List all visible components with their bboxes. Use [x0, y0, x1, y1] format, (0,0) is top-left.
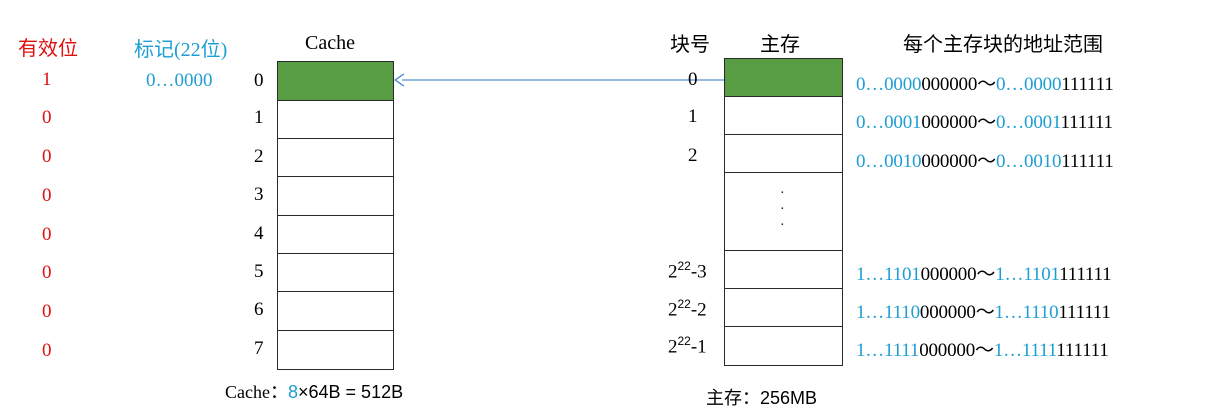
address-range-high-3: 1…1101000000～1…1101111111	[856, 259, 1111, 286]
address-range-high-2: 1…1110000000～1…1110111111	[856, 297, 1111, 324]
memory-block-high-2	[724, 288, 843, 327]
memory-block-2	[724, 134, 843, 173]
address-range-0: 0…0000000000～0…0000111111	[856, 69, 1114, 96]
address-range-2: 0…0010000000～0…0010111111	[856, 146, 1114, 173]
memory-block-label-0: 0	[688, 69, 698, 91]
memory-block-high-1	[724, 326, 843, 366]
address-range-1: 0…0001000000～0…0001111111	[856, 107, 1113, 134]
memory-block-label-high-1: 222-1	[668, 334, 707, 358]
ellipsis-dot-1: ·	[780, 187, 785, 201]
memory-block-label-2: 2	[688, 145, 698, 167]
memory-block-gap: · · ·	[724, 172, 843, 251]
memory-block-0	[724, 58, 843, 97]
ellipsis-dot-3: ·	[780, 219, 785, 233]
address-range-high-1: 1…1111000000～1…1111111111	[856, 335, 1109, 362]
memory-block-high-3	[724, 250, 843, 289]
memory-block-label-high-2: 222-2	[668, 297, 707, 321]
memory-block-label-1: 1	[688, 106, 698, 128]
cache-size-caption: Cache：8×64B = 512B	[225, 378, 403, 404]
ellipsis-dot-2: ·	[780, 203, 785, 217]
memory-size-caption: 主存：256MB	[706, 384, 817, 410]
memory-block-label-high-3: 222-3	[668, 259, 707, 283]
memory-block-1	[724, 96, 843, 135]
